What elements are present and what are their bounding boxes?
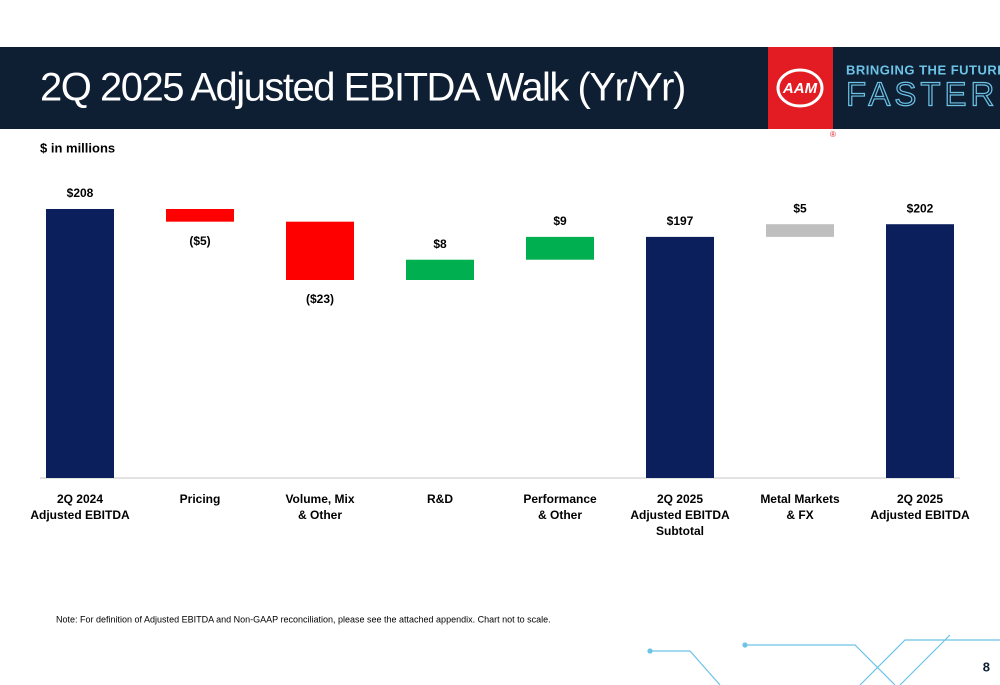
page-number: 8 [983,659,990,674]
logo-tagline: BRINGING THE FUTURE [846,62,1000,77]
x-tick-label: 2Q 2025 Adjusted EBITDA Subtotal [630,492,730,538]
logo-mark: AAM [782,80,818,97]
header-band [0,47,1000,129]
logo-word: FASTER [846,76,998,113]
x-tick-label: 2Q 2025 Adjusted EBITDA [870,492,970,522]
x-tick-label: Performance & Other [523,492,597,522]
x-tick-label: Volume, Mix & Other [285,492,355,522]
subtitle: $ in millions [40,140,115,155]
value-label: $202 [907,201,934,215]
value-label: $208 [67,186,94,200]
value-label: ($23) [306,292,334,306]
registered: ® [830,130,836,139]
bar [646,236,714,478]
decoration [647,634,1000,685]
x-tick-label: 2Q 2024 Adjusted EBITDA [30,492,130,522]
value-label: $8 [433,237,447,251]
bar [766,224,834,237]
bar [166,209,234,222]
note: Note: For definition of Adjusted EBITDA … [56,614,551,624]
x-tick-label: Pricing [179,492,221,506]
logo-ring [776,68,824,108]
bar [886,224,954,478]
bar [286,221,354,280]
value-label: $5 [793,201,807,215]
x-tick-label: Metal Markets & FX [760,492,840,522]
chart-title: 2Q 2025 Adjusted EBITDA Walk (Yr/Yr) [40,66,685,110]
bar [526,236,594,260]
value-label: $9 [553,214,567,228]
value-label: $197 [667,214,694,228]
value-label: ($5) [189,234,210,248]
bar [46,209,114,478]
bar [406,259,474,280]
x-tick-label: R&D [427,492,453,506]
